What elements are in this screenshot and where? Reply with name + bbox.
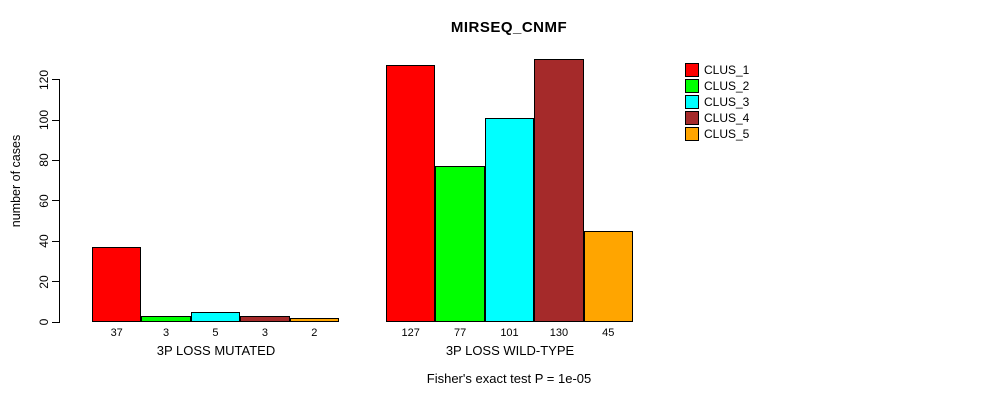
bar: [240, 315, 290, 322]
fisher-test-footnote: Fisher's exact test P = 1e-05: [426, 371, 592, 386]
bar-value-label: 37: [110, 327, 123, 339]
legend-label: CLUS_2: [704, 79, 750, 93]
bar-value-label: 101: [500, 327, 519, 339]
chart-title: MIRSEQ_CNMF: [450, 19, 568, 36]
legend-swatch: [685, 111, 699, 125]
legend-label: CLUS_1: [704, 63, 750, 77]
legend-label: CLUS_4: [704, 111, 750, 125]
legend-swatch: [685, 95, 699, 109]
y-tick-mark: [52, 321, 59, 323]
legend-label: CLUS_3: [704, 95, 750, 109]
legend: CLUS_1 CLUS_2 CLUS_3 CLUS_4 CLUS_5: [685, 62, 749, 142]
y-tick-label: 120: [37, 69, 51, 90]
legend-swatch: [685, 79, 699, 93]
legend-item: CLUS_3: [685, 94, 749, 110]
y-tick-label: 0: [37, 318, 51, 326]
y-tick-mark: [52, 159, 59, 161]
y-axis-line: [59, 79, 60, 323]
bar: [92, 247, 142, 322]
bar-value-label: 77: [453, 327, 467, 339]
y-tick-mark: [52, 240, 59, 242]
bar: [141, 315, 191, 322]
legend-label: CLUS_5: [704, 127, 750, 141]
bar-value-label: 5: [212, 327, 219, 339]
bar-value-label: 45: [602, 327, 615, 339]
bar: [289, 317, 339, 322]
bar-value-label: 2: [311, 327, 318, 339]
bar-value-label: 127: [401, 327, 420, 339]
y-tick-mark: [52, 119, 59, 121]
legend-swatch: [685, 127, 699, 141]
y-tick-label: 100: [37, 109, 51, 131]
y-tick-label: 60: [37, 194, 51, 208]
bar: [484, 117, 535, 322]
legend-item: CLUS_1: [685, 62, 749, 78]
legend-item: CLUS_2: [685, 78, 749, 94]
bar: [435, 166, 485, 322]
legend-swatch: [685, 63, 699, 77]
bar: [534, 59, 584, 322]
y-tick-mark: [52, 200, 59, 202]
bar: [386, 65, 436, 322]
y-tick-label: 40: [37, 234, 51, 248]
y-tick-label: 20: [37, 274, 51, 289]
group-label-mutated: 3P LOSS MUTATED: [156, 343, 276, 358]
group-label-wild-type: 3P LOSS WILD-TYPE: [445, 343, 575, 358]
y-tick-mark: [52, 281, 59, 283]
y-tick-mark: [52, 79, 59, 81]
y-tick-label: 80: [37, 153, 51, 168]
y-axis-label: number of cases: [9, 134, 23, 228]
bar: [190, 311, 241, 322]
bar-value-label: 3: [163, 327, 170, 339]
legend-item: CLUS_4: [685, 110, 749, 126]
bar-value-label: 130: [549, 327, 569, 339]
legend-item: CLUS_5: [685, 126, 749, 142]
bar: [583, 231, 633, 322]
bar-value-label: 3: [261, 327, 268, 339]
